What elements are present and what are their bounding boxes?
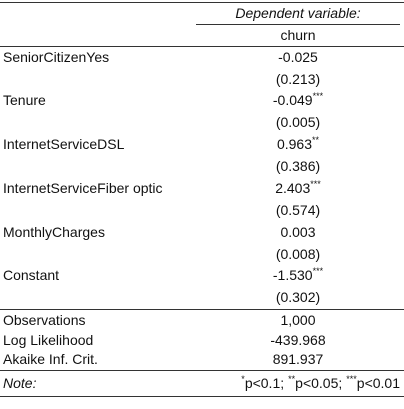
standard-error: (0.386) bbox=[275, 158, 321, 174]
top-rule bbox=[0, 2, 404, 3]
significance-stars: *** bbox=[310, 179, 321, 189]
stat-label: Log Likelihood bbox=[3, 332, 94, 348]
note-stars: *** bbox=[346, 374, 357, 384]
note-text: *p<0.1; **p<0.05; ***p<0.01 bbox=[241, 374, 400, 393]
coefficient-value: -1.530 bbox=[272, 267, 313, 283]
standard-error: (0.302) bbox=[275, 289, 321, 305]
row-label: MonthlyCharges bbox=[3, 224, 105, 240]
note-stars: ** bbox=[288, 374, 296, 384]
significance-stars: *** bbox=[312, 91, 324, 101]
header-rule bbox=[196, 24, 400, 25]
coefficient-value: -0.049 bbox=[272, 92, 313, 108]
note-rule bbox=[0, 370, 404, 371]
dependent-variable: Dependent variable: bbox=[196, 5, 400, 21]
standard-error: (0.005) bbox=[275, 114, 321, 130]
note-label-text: Note: bbox=[3, 375, 37, 391]
stats-rule bbox=[0, 309, 404, 310]
coefficient-value: 2.403 bbox=[275, 180, 311, 196]
coefficient-value: 0.003 bbox=[280, 224, 316, 240]
stat-label: Observations bbox=[3, 312, 86, 328]
row-label: Tenure bbox=[3, 92, 46, 108]
standard-error: (0.574) bbox=[275, 202, 321, 218]
row-label: InternetServiceFiber optic bbox=[3, 180, 163, 196]
significance-stars: ** bbox=[312, 135, 320, 145]
coefficient-value: 0.963 bbox=[276, 136, 313, 152]
stat-value: -439.968 bbox=[270, 332, 326, 348]
stat-label: Akaike Inf. Crit. bbox=[3, 351, 98, 367]
row-label: InternetServiceDSL bbox=[3, 136, 125, 152]
coefficient: 0.963** bbox=[196, 135, 400, 154]
note-item: p<0.01 bbox=[356, 375, 400, 391]
coefficient: 2.403*** bbox=[196, 179, 400, 198]
standard-error: (0.213) bbox=[275, 71, 321, 87]
stat-value: 1,000 bbox=[280, 312, 316, 328]
coefficient: 0.003 bbox=[196, 224, 400, 240]
note-item: p<0.1; bbox=[244, 375, 285, 391]
coefficient: -1.530*** bbox=[196, 266, 400, 285]
significance-stars: *** bbox=[312, 266, 324, 276]
row-label: Constant bbox=[3, 267, 60, 283]
coefficient: -0.025 bbox=[196, 49, 400, 65]
coefficient-value: -0.025 bbox=[278, 49, 318, 65]
dependent-variable-text: Dependent variable: bbox=[235, 5, 361, 21]
stat-value: 891.937 bbox=[272, 351, 324, 367]
note-item: p<0.05; bbox=[295, 375, 343, 391]
bottom-rule bbox=[0, 396, 404, 397]
row-label: SeniorCitizenYes bbox=[3, 49, 110, 65]
note-label: Note: bbox=[3, 375, 36, 391]
model-name: churn bbox=[280, 27, 316, 43]
header-bottom-rule bbox=[0, 46, 404, 47]
coefficient: -0.049*** bbox=[196, 91, 400, 110]
note-stars: * bbox=[241, 374, 245, 384]
standard-error: (0.008) bbox=[275, 246, 321, 262]
